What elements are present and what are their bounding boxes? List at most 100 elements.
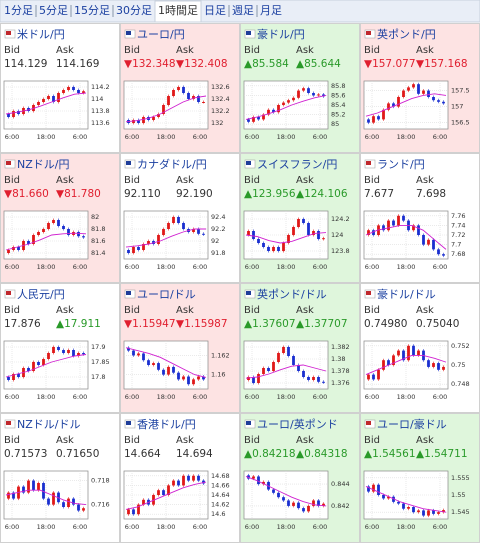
candle [367, 230, 370, 235]
candle [417, 350, 420, 356]
pair-name[interactable]: 人民元/円 [17, 288, 65, 301]
candle [47, 96, 50, 99]
y-tick-label: 81.6 [91, 237, 105, 245]
candle [317, 94, 320, 96]
price-ask: ▼1.15987 [176, 318, 228, 330]
candle [382, 225, 385, 231]
bid-label: Bid [124, 305, 140, 316]
candle [397, 501, 400, 504]
tab[interactable]: 1時間足 [158, 4, 198, 17]
price-bid: ▲123.956 [244, 188, 296, 200]
ask-label: Ask [176, 175, 194, 186]
candle [277, 353, 280, 362]
x-tick-label: 6:00 [125, 263, 140, 271]
candle [367, 374, 370, 380]
price-bid: 0.74980 [364, 318, 407, 330]
ask-label: Ask [416, 45, 434, 56]
candle [317, 500, 320, 506]
pair-name[interactable]: スイスフラン/円 [257, 158, 337, 171]
candle [277, 492, 280, 498]
pair-name[interactable]: 豪ドル/ドル [377, 287, 436, 301]
y-tick-label: 113.6 [91, 119, 110, 127]
pair-name[interactable]: ユーロ/ドル [137, 288, 196, 301]
pair-name[interactable]: 豪ドル/円 [257, 27, 305, 41]
candle [397, 350, 400, 356]
price-ask: 114.169 [56, 58, 99, 70]
y-tick-label: 1.16 [211, 371, 225, 379]
y-tick-label: 1.162 [211, 351, 230, 359]
pair-name[interactable]: 米ドル/円 [17, 28, 65, 41]
candle [302, 88, 305, 91]
candle [67, 498, 70, 507]
candle [7, 492, 10, 499]
pair-name[interactable]: カナダドル/円 [137, 157, 207, 171]
y-tick-label: 1.38 [331, 355, 345, 363]
pair-name[interactable]: ユーロ/豪ドル [377, 417, 447, 431]
candle [287, 347, 290, 356]
bid-label: Bid [244, 435, 260, 446]
candle [52, 220, 55, 223]
candle [277, 105, 280, 113]
tab[interactable]: 15分足 [74, 4, 110, 17]
candle [157, 363, 160, 370]
pair-name[interactable]: ユーロ/円 [137, 28, 185, 41]
bid-label: Bid [4, 45, 20, 56]
candle [27, 480, 30, 493]
pair-name[interactable]: NZドル/円 [17, 158, 69, 171]
ask-label: Ask [296, 435, 314, 446]
candle [257, 239, 260, 243]
tab[interactable]: 月足 [260, 4, 282, 17]
candle [182, 376, 185, 380]
price-ask: 0.71650 [56, 448, 99, 460]
pair-name[interactable]: ユーロ/英ポンド [257, 417, 338, 431]
y-tick-label: 156.5 [451, 119, 470, 127]
tab[interactable]: 1分足 [4, 4, 33, 17]
candle [77, 90, 80, 93]
x-tick-label: 6:00 [245, 523, 260, 531]
candle [442, 101, 445, 104]
price-bid: 17.876 [4, 318, 41, 330]
flag-mark [246, 161, 251, 165]
y-tick-label: 123.8 [331, 247, 350, 255]
candle [297, 90, 300, 98]
flag-mark [6, 31, 11, 35]
tab[interactable]: 30分足 [116, 4, 152, 17]
y-tick-label: 132 [211, 119, 223, 127]
candle [427, 90, 430, 97]
candle [427, 510, 430, 516]
x-tick-label: 6:00 [193, 523, 208, 531]
pair-name[interactable]: 英ポンド/円 [377, 27, 436, 41]
price-ask: ▲0.84318 [296, 448, 348, 460]
candle [82, 508, 85, 511]
tab[interactable]: 日足 [204, 4, 226, 17]
candle [12, 111, 15, 117]
y-tick-label: 92.2 [211, 225, 225, 233]
candle [297, 365, 300, 371]
candle [437, 363, 440, 370]
x-tick-label: 6:00 [125, 393, 140, 401]
tab[interactable]: 5分足 [39, 4, 68, 17]
candle [317, 377, 320, 382]
pair-name[interactable]: 香港ドル/円 [137, 418, 196, 431]
candle [192, 229, 195, 232]
candle [152, 363, 155, 365]
y-tick-label: 7.7 [451, 241, 461, 249]
candle [252, 476, 255, 479]
candle [407, 345, 410, 361]
x-tick-label: 6:00 [5, 523, 20, 531]
pair-name[interactable]: 英ポンド/ドル [257, 287, 327, 301]
bid-label: Bid [364, 435, 380, 446]
candle [422, 510, 425, 516]
candle [12, 247, 15, 250]
candle [412, 345, 415, 356]
y-tick-label: 14.62 [211, 501, 230, 509]
candle [162, 490, 165, 495]
y-tick-label: 17.8 [91, 373, 105, 381]
tab[interactable]: 週足 [232, 4, 254, 17]
x-tick-label: 6:00 [5, 263, 20, 271]
candle [322, 94, 325, 97]
y-tick-label: 132.2 [211, 107, 230, 115]
pair-name[interactable]: NZドル/ドル [17, 418, 80, 431]
candle [382, 109, 385, 120]
pair-name[interactable]: ランド/円 [377, 158, 425, 171]
